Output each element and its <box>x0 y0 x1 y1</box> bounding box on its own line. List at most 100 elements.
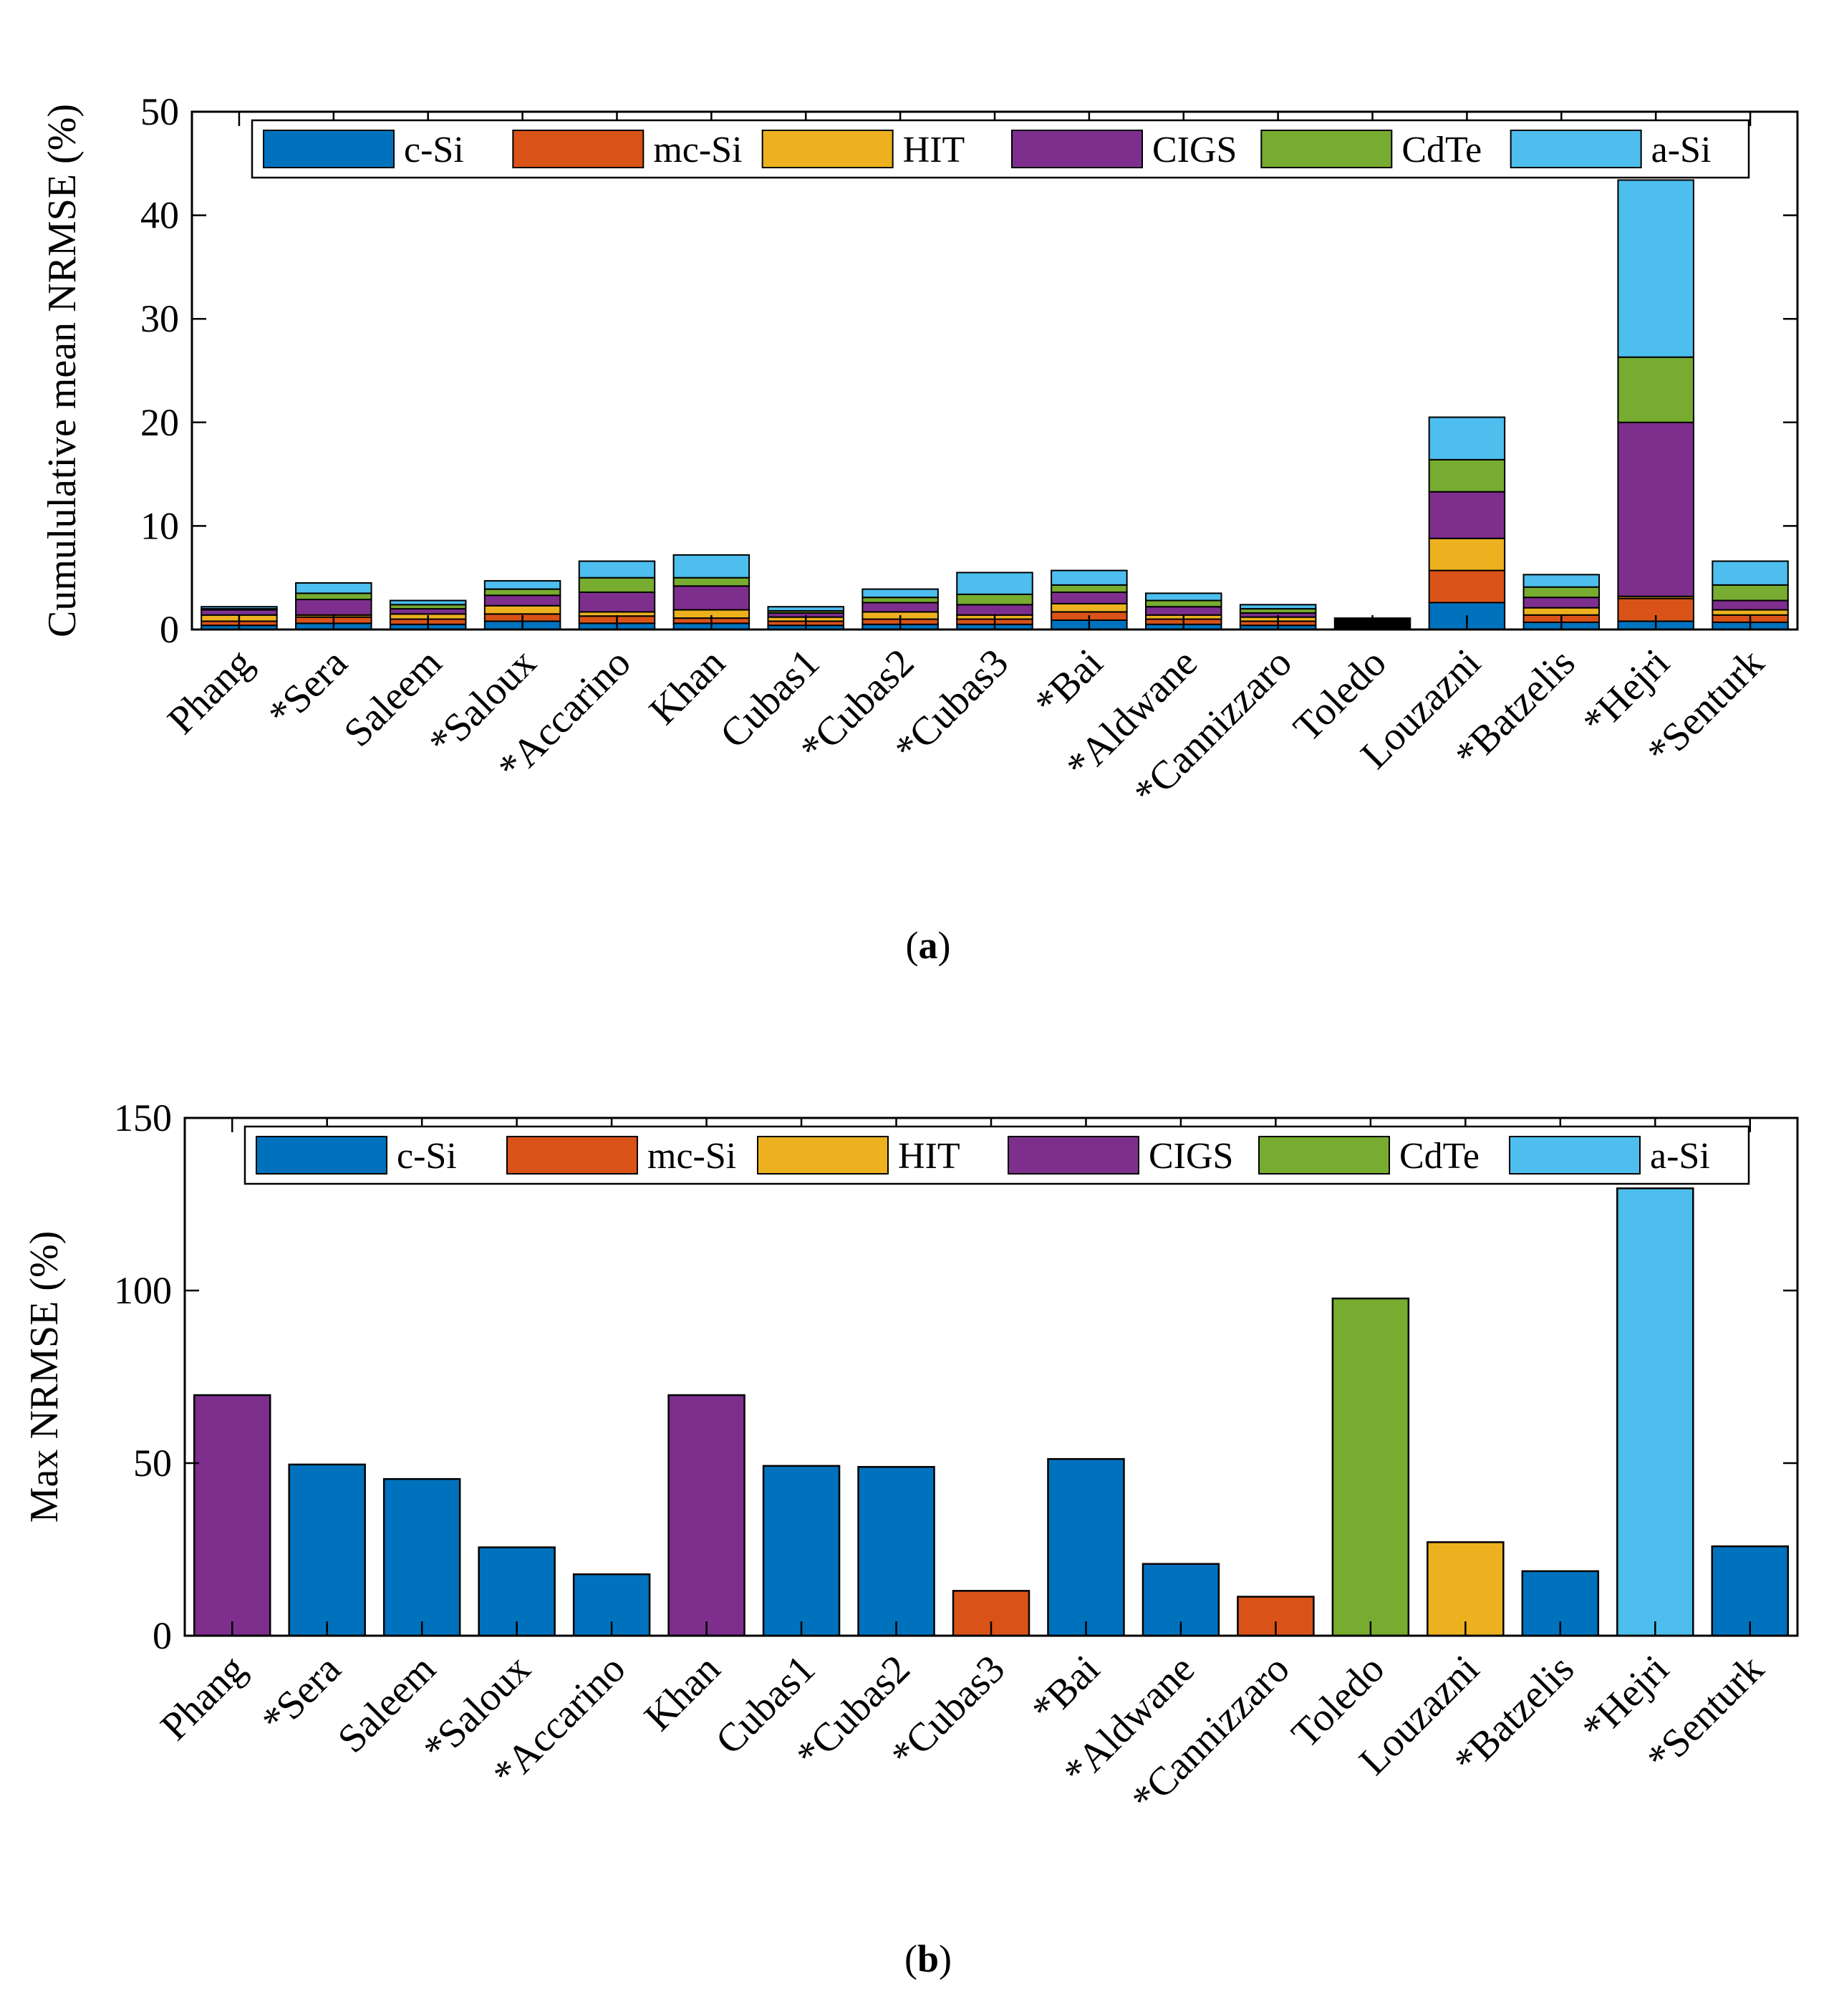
panel-b-y-axis-label: Max NRMSE (%) <box>22 1231 67 1523</box>
panel-b-bar-saleem <box>382 1477 461 1637</box>
panel-a-bar-bai-cdte <box>1051 584 1128 593</box>
panel-b-bar-sera <box>288 1463 366 1637</box>
panel-a-bars <box>201 179 1789 631</box>
panel-a-bar-khan-cdte <box>672 577 750 587</box>
panel-b-bar-senturk <box>1711 1545 1790 1637</box>
panel-a-bar-sera-cdte <box>295 592 372 601</box>
panel-a-y-tick-label-50: 50 <box>140 90 179 133</box>
panel-a-bar-louzazni-a-si <box>1428 416 1506 460</box>
panel-a-bar-senturk-a-si <box>1712 560 1789 586</box>
panel-a-bar-phang-cigs <box>201 609 278 616</box>
panel-a-legend-swatch-c-si <box>263 130 395 168</box>
panel-a-bar-batzelis-a-si <box>1522 574 1601 588</box>
panel-a-bar-hejri-cigs <box>1617 421 1694 597</box>
panel-a-bar-saloux-cdte <box>483 588 561 597</box>
panel-b-bar-cubas2 <box>857 1466 935 1637</box>
panel-a-bar-phang-a-si <box>201 606 278 610</box>
panel-a-bar-batzelis-cigs <box>1522 597 1601 609</box>
panel-a-y-tick-label-30: 30 <box>140 297 179 340</box>
panel-a-bar-cubas2-cigs <box>861 602 939 613</box>
panel-b-legend-label-mc-si: mc-Si <box>647 1136 736 1177</box>
panel-a-bar-louzazni-mc-si <box>1428 569 1506 604</box>
panel-b-x-tick-label-phang: Phang <box>153 1646 255 1749</box>
panel-b-y-tick-label-0: 0 <box>153 1614 172 1657</box>
panel-b-legend-swatch-hit <box>757 1136 889 1175</box>
panel-b-legend-label-a-si: a-Si <box>1650 1136 1710 1177</box>
panel-b-y-tick-label-100: 100 <box>114 1269 172 1312</box>
panel-b-legend-swatch-mc-si <box>506 1136 638 1175</box>
panel-a-bar-saleem-cigs <box>389 608 467 615</box>
panel-a-legend-label-c-si: c-Si <box>404 130 464 170</box>
panel-a-bar-sera-cigs <box>295 599 372 616</box>
panel-a-y-tick-label-40: 40 <box>140 194 179 237</box>
panel-a-bar-cubas2-a-si <box>861 588 939 599</box>
panel-a-legend-box <box>251 119 1750 179</box>
panel-a-bar-sera-a-si <box>295 582 372 594</box>
panel-a-bar-batzelis-hit <box>1522 607 1601 616</box>
panel-b-legend-label-cigs: CIGS <box>1149 1136 1233 1177</box>
panel-a-bar-louzazni-cigs <box>1428 491 1506 539</box>
panel-a-bar-senturk-cdte <box>1712 584 1789 602</box>
panel-b-legend-label-c-si: c-Si <box>397 1136 457 1177</box>
panel-a-legend-label-cigs: CIGS <box>1152 130 1237 170</box>
panel-a-bar-aldwane-cigs <box>1145 606 1222 616</box>
panel-a-caption: (a) <box>906 924 951 967</box>
panel-b-bar-cubas1 <box>762 1465 841 1637</box>
panel-a-plot-frame <box>190 110 1799 631</box>
panel-b-y-tick-label-150: 150 <box>114 1096 172 1139</box>
panel-a-bar-accarino-cdte <box>578 577 656 593</box>
panel-b-legend: c-Si mc-Si HIT CIGS CdTe a-Si <box>243 1125 1750 1185</box>
panel-b-bars <box>193 1187 1790 1637</box>
panel-a-bar-cubas2-cdte <box>861 597 939 604</box>
panel-b-legend-swatch-a-si <box>1509 1136 1641 1175</box>
panel-a-y-tick-label-10: 10 <box>140 504 179 547</box>
panel-a-x-tick-label-phang: Phang <box>159 640 261 743</box>
panel-a-bar-bai-hit <box>1051 602 1128 613</box>
panel-b-legend-label-hit: HIT <box>898 1136 960 1177</box>
panel-a-legend-swatch-a-si <box>1510 130 1642 168</box>
panel-b-bar-louzazni <box>1427 1541 1505 1637</box>
panel-a-bar-accarino-cigs <box>578 591 656 613</box>
panel-a-y-axis-label: Cumululative mean NRMSE (%) <box>40 104 85 637</box>
panel-a-bar-hejri-a-si <box>1617 179 1694 358</box>
panel-b-caption: (b) <box>904 1937 952 1980</box>
panel-a-bar-louzazni-hit <box>1428 537 1506 571</box>
panel-b-y-tick-label-50: 50 <box>133 1442 172 1485</box>
panel-a-bar-cubas3-cigs <box>956 604 1033 616</box>
panel-b-legend-swatch-cdte <box>1258 1136 1390 1175</box>
panel-a-bar-saleem-a-si <box>389 599 467 606</box>
panel-a-bar-cannizzaro-a-si <box>1239 604 1317 610</box>
panel-a-legend-label-hit: HIT <box>903 130 965 170</box>
panel-a-cumulative-mean-nrmse-chart: 0 10 20 30 40 50 Phang*SeraSaleem*Saloux*Acca… <box>40 90 1799 967</box>
panel-a-legend-swatch-mc-si <box>512 130 645 168</box>
panel-a-bar-saloux-hit <box>483 604 561 615</box>
panel-a-legend-swatch-hit <box>761 130 894 168</box>
panel-b-legend-box <box>243 1125 1750 1185</box>
panel-a-legend-label-mc-si: mc-Si <box>653 130 742 170</box>
panel-a-bar-cubas3-a-si <box>956 571 1033 595</box>
panel-b-bar-toledo <box>1331 1297 1410 1637</box>
panel-b-bar-phang <box>193 1394 271 1637</box>
panel-a-legend-label-cdte: CdTe <box>1401 130 1482 170</box>
panel-a-legend-label-a-si: a-Si <box>1651 130 1712 170</box>
panel-a-bar-senturk-cigs <box>1712 599 1789 611</box>
panel-a-legend: c-Si mc-Si HIT CIGS CdTe a-Si <box>251 119 1750 179</box>
panel-a-bar-accarino-a-si <box>578 560 656 579</box>
panel-b-legend-label-cdte: CdTe <box>1399 1136 1480 1177</box>
panel-a-x-tick-label-bai: *Bai <box>1026 640 1111 725</box>
panel-a-axis-ticks <box>192 110 1797 631</box>
panel-b-bar-saloux <box>478 1546 556 1637</box>
panel-a-bar-aldwane-a-si <box>1145 592 1222 602</box>
panel-a-bar-senturk-hit <box>1712 609 1789 616</box>
panel-b-x-tick-label-bai: *Bai <box>1023 1646 1109 1732</box>
panel-a-y-tick-label-0: 0 <box>160 608 179 651</box>
panel-b-bar-khan <box>667 1394 745 1637</box>
panel-a-y-tick-labels: 0 10 20 30 40 50 <box>140 90 179 651</box>
panel-a-bar-bai-a-si <box>1051 569 1128 586</box>
panel-b-bar-bai <box>1047 1457 1125 1637</box>
panel-a-bar-cubas1-a-si <box>767 606 844 612</box>
panel-a-bar-cubas3-cdte <box>956 593 1033 606</box>
panel-b-plot-frame <box>183 1116 1799 1637</box>
